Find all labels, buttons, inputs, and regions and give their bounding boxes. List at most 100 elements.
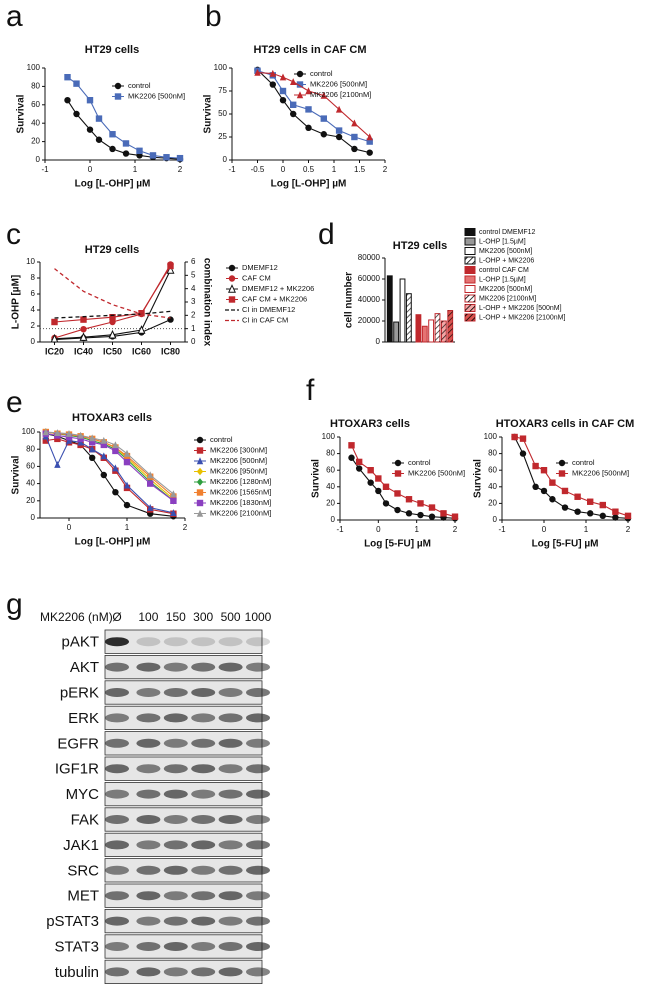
- legend-label: MK2206 [500nM]: [572, 468, 629, 477]
- legend-label: CAF CM + MK2206: [242, 294, 307, 303]
- bar-hatch: [406, 293, 412, 342]
- y-tick-label: 0: [223, 155, 228, 164]
- x-tick-label: IC80: [161, 346, 180, 356]
- y-tick-label: 100: [484, 432, 498, 441]
- chart: d HT29 cells 0 20000 40000 60000 80000 cell num…: [318, 218, 566, 346]
- data-point: [532, 483, 539, 490]
- legend-symbol: [394, 470, 402, 477]
- data-point: [95, 115, 103, 122]
- blot-band: [246, 688, 270, 697]
- series-line: [351, 457, 456, 519]
- x-tick-label: 0: [281, 165, 286, 174]
- data-point: [320, 91, 327, 99]
- legend-symbol: [228, 296, 236, 303]
- data-point: [167, 262, 174, 270]
- data-point: [122, 140, 130, 147]
- y-tick-label: 60000: [358, 274, 381, 283]
- legend-label: MK2206 [2100nM]: [310, 90, 371, 99]
- blot-band: [136, 942, 161, 951]
- data-point: [112, 464, 119, 472]
- blot-band: [191, 637, 216, 647]
- data-point: [100, 441, 107, 449]
- data-point: [351, 133, 358, 141]
- data-point: [355, 465, 363, 472]
- y-axis-label: Survival: [11, 455, 22, 494]
- blot-band: [191, 713, 216, 723]
- data-point: [147, 480, 154, 487]
- blot-band: [191, 840, 216, 850]
- data-point: [147, 503, 154, 511]
- blot-band: [136, 916, 161, 926]
- x-tick-label: -0.5: [251, 165, 265, 174]
- legend-symbol: [558, 459, 566, 467]
- legend-symbol: [196, 509, 204, 517]
- blot-band: [136, 789, 161, 799]
- y-axis-label: Survival: [311, 459, 322, 498]
- data-point: [279, 87, 287, 95]
- data-point: [51, 318, 58, 326]
- x-axis-label: Log [L-OHP] µM: [75, 537, 151, 548]
- data-point: [123, 458, 131, 466]
- x-tick-label: 1: [332, 165, 337, 174]
- blot-band: [246, 815, 270, 824]
- blot-band: [105, 840, 129, 850]
- series-line: [514, 436, 629, 519]
- y-axis-label: Survival: [203, 94, 214, 133]
- blot-band: [136, 967, 161, 977]
- lane-label: 100: [138, 610, 158, 624]
- bar-hatch: [447, 310, 453, 342]
- data-point: [367, 467, 374, 474]
- data-point: [335, 127, 343, 134]
- y-tick-label: 40: [26, 479, 35, 488]
- data-point: [540, 467, 548, 474]
- legend-label: control: [128, 81, 151, 90]
- bar-hatch: [441, 321, 447, 342]
- legend-swatch: [464, 247, 476, 255]
- legend-symbol: [228, 264, 236, 272]
- x-tick-label: 1: [133, 165, 138, 174]
- blot-band: [136, 713, 161, 723]
- legend-label: CI in CAF CM: [242, 315, 288, 324]
- data-point: [77, 435, 84, 443]
- blot-band: [218, 688, 243, 697]
- x-tick-label: -1: [41, 165, 49, 174]
- data-point: [176, 154, 184, 162]
- y-tick-label: 20: [31, 137, 40, 146]
- y-tick-label: 20: [26, 496, 35, 505]
- data-point: [86, 97, 94, 104]
- blot-band: [163, 662, 188, 672]
- treatment-label: MK2206 (nM): [40, 610, 113, 624]
- panel-letter: g: [6, 588, 23, 621]
- legend-label: MK2206 [500nM]: [408, 468, 465, 477]
- blot-band: [163, 789, 188, 799]
- data-point: [428, 513, 436, 520]
- x-axis-label: Log [5-FU] µM: [532, 539, 599, 550]
- western-blot: g MK2206 (nM) Ø 100 150 300 500 1000 pAKT AKT pE…: [6, 588, 272, 985]
- data-point: [170, 490, 177, 498]
- y-tick-label: 60: [31, 100, 40, 109]
- protein-label: pAKT: [61, 634, 99, 651]
- blot-band: [218, 815, 243, 824]
- data-point: [89, 434, 96, 442]
- legend-label: control: [210, 435, 233, 444]
- blot-band: [246, 789, 270, 799]
- y-tick-label: 25: [218, 132, 227, 141]
- data-point: [532, 462, 539, 470]
- legend-symbol: [114, 82, 122, 90]
- legend-symbol: [296, 91, 304, 99]
- data-point: [540, 487, 548, 495]
- bar: [421, 325, 428, 343]
- data-point: [54, 435, 61, 443]
- y-tick-label: 0: [31, 513, 36, 522]
- blot-band: [136, 865, 161, 875]
- bar: [428, 319, 435, 343]
- legend-hatch: [465, 257, 475, 264]
- legend-label: MK2206 [500nM]: [479, 248, 532, 255]
- data-point: [305, 106, 312, 113]
- data-point: [54, 429, 61, 437]
- legend-label: control: [572, 458, 595, 467]
- legend-symbol: [196, 489, 204, 496]
- legend-label: MK2206 [500nM]: [310, 79, 367, 88]
- x-tick-label: 1: [125, 523, 130, 532]
